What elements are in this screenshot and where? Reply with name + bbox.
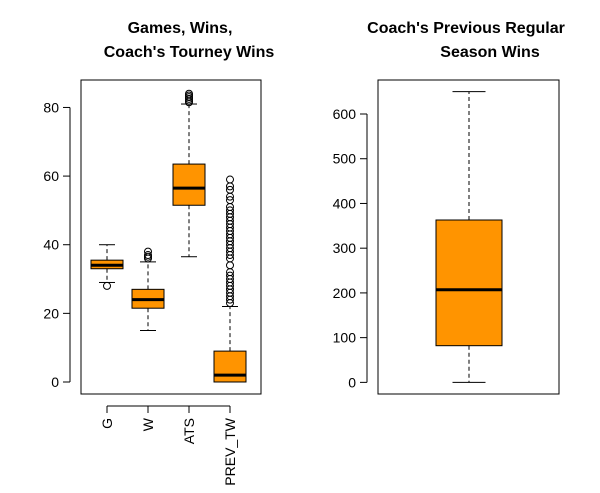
left-plot-frame	[80, 79, 262, 395]
y-tick-label: 200	[333, 285, 357, 301]
iqr-box	[213, 350, 247, 383]
x-tick-label: ATS	[181, 418, 197, 444]
boxplot-g	[90, 244, 124, 290]
boxplot-prev_tw	[213, 175, 247, 383]
left-x-axis: G W ATS PREV_TW	[99, 405, 238, 486]
y-tick-label: 500	[333, 151, 357, 167]
iqr-box	[172, 163, 206, 206]
x-tick-label: G	[99, 418, 115, 429]
y-tick-label: 100	[333, 330, 357, 346]
y-tick-label: 80	[43, 99, 59, 115]
right-chart-title-line-1: Coach's Previous Regular	[367, 20, 565, 37]
left-boxplot-panel: Games, Wins, Coach's Tourney Wins 0 20 40 6…	[43, 20, 274, 486]
outlier-point	[144, 247, 152, 256]
y-tick-label: 60	[43, 168, 59, 184]
outlier-point	[226, 271, 234, 280]
right-box-series	[435, 91, 503, 383]
x-tick-label: PREV_TW	[222, 417, 238, 485]
boxplot-series	[435, 91, 503, 383]
right-plot-frame	[377, 79, 560, 395]
outlier-point	[185, 89, 193, 98]
outlier-point	[226, 175, 234, 184]
y-tick-label: 0	[51, 374, 59, 390]
outlier-point	[103, 281, 111, 290]
y-tick-label: 40	[43, 237, 59, 253]
left-y-axis: 0 20 40 60 80	[43, 99, 71, 390]
boxplot-w	[131, 247, 165, 332]
right-boxplot-panel: Coach's Previous Regular Season Wins 0 10…	[333, 20, 565, 395]
left-chart-title-line-1: Games, Wins,	[128, 20, 233, 37]
outlier-point	[144, 251, 152, 260]
right-y-axis: 0 100 200 300 400 500 600	[333, 106, 368, 390]
outlier-point	[226, 206, 234, 215]
y-tick-label: 400	[333, 195, 357, 211]
y-tick-label: 20	[43, 305, 59, 321]
y-tick-label: 0	[348, 374, 356, 390]
right-chart-title-line-2: Season Wins	[440, 44, 540, 61]
left-chart-title-line-2: Coach's Tourney Wins	[104, 44, 275, 61]
left-box-series	[90, 89, 247, 383]
x-tick-label: W	[140, 417, 156, 431]
outlier-point	[226, 185, 234, 194]
boxplot-ats	[172, 89, 206, 258]
iqr-box	[435, 219, 503, 347]
outlier-point	[226, 196, 234, 205]
y-tick-label: 300	[333, 240, 357, 256]
y-tick-label: 600	[333, 106, 357, 122]
